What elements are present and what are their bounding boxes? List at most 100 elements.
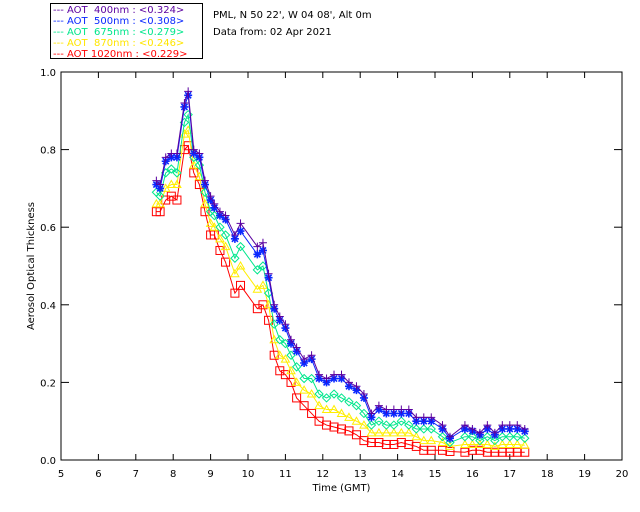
triangle-marker — [314, 400, 324, 410]
legend-mean: <0.229> — [142, 49, 188, 60]
triangle-marker — [291, 377, 302, 386]
plus-marker — [215, 207, 224, 216]
legend-separator: : — [132, 49, 143, 60]
diamond-marker — [460, 432, 470, 442]
legend-label: AOT 1020nm — [67, 49, 133, 60]
square-marker — [505, 447, 515, 457]
plus-marker — [404, 405, 413, 414]
x-axis-label: Time (GMT) — [312, 483, 371, 494]
square-marker — [280, 370, 290, 380]
diamond-marker — [172, 168, 182, 178]
triangle-marker — [512, 439, 523, 448]
plus-marker — [230, 230, 239, 239]
series-line — [156, 95, 525, 439]
plus-marker — [330, 370, 339, 379]
diamond-marker — [426, 424, 436, 434]
square-marker — [155, 207, 165, 217]
plus-marker — [281, 320, 290, 329]
diamond-marker — [374, 416, 384, 426]
plus-marker — [322, 374, 331, 383]
x-tick-label: 8 — [170, 469, 176, 480]
diamond-marker — [351, 400, 362, 411]
site-info: PML, N 50 22', W 04 08', Alt 0m Data fro… — [213, 7, 372, 41]
series-line — [156, 129, 525, 447]
diamond-marker — [252, 265, 263, 275]
square-marker — [337, 424, 346, 434]
plus-marker — [337, 370, 346, 379]
square-marker — [460, 447, 470, 457]
plus-marker — [200, 176, 209, 185]
x-tick-label: 5 — [58, 469, 64, 480]
x-tick-label: 20 — [616, 469, 629, 480]
square-marker — [381, 439, 391, 449]
square-marker — [490, 447, 500, 457]
diamond-marker — [404, 420, 414, 430]
square-marker — [419, 445, 429, 455]
series-line — [156, 91, 525, 438]
plus-marker — [359, 390, 368, 399]
diamond-marker — [280, 338, 291, 349]
x-tick-label: 12 — [316, 469, 329, 480]
plus-marker — [427, 413, 436, 422]
y-tick-label: 0.8 — [40, 146, 56, 157]
square-marker — [269, 350, 279, 360]
triangle-marker — [274, 350, 285, 359]
diamond-marker — [275, 335, 285, 345]
diamond-marker — [411, 424, 422, 434]
legend-mean: <0.308> — [138, 16, 185, 27]
legend-line-swatch: --- — [53, 5, 68, 16]
plus-marker — [490, 428, 499, 437]
plus-marker — [161, 153, 170, 162]
plus-marker — [206, 192, 215, 201]
legend-line-swatch: --- — [53, 16, 68, 27]
diamond-marker — [396, 416, 407, 426]
square-marker — [264, 315, 274, 325]
date-text: Data from: 02 Apr 2021 — [213, 27, 332, 38]
x-tick-label: 13 — [354, 469, 367, 480]
plot-frame — [60, 71, 623, 461]
diamond-marker — [482, 432, 493, 442]
diamond-marker — [467, 432, 478, 442]
diamond-marker — [209, 210, 220, 221]
diamond-marker — [381, 420, 392, 430]
legend-entry: --- AOT 675nm : <0.279> — [53, 27, 202, 38]
diamond-marker — [183, 109, 193, 120]
x-tick-label: 15 — [429, 469, 442, 480]
legend-mean: <0.279> — [138, 27, 185, 38]
triangle-marker — [418, 435, 429, 445]
square-marker — [292, 393, 302, 403]
triangle-marker — [299, 385, 309, 394]
plus-marker — [505, 421, 514, 430]
diamond-marker — [306, 373, 317, 384]
triangle-marker — [220, 241, 231, 251]
x-tick-label: 14 — [391, 469, 404, 480]
triangle-marker — [403, 427, 414, 437]
diamond-marker — [329, 389, 339, 399]
plus-marker — [468, 424, 477, 433]
diamond-marker — [215, 222, 225, 232]
diamond-marker — [389, 420, 399, 430]
y-tick-label: 0.2 — [40, 378, 56, 389]
plus-marker — [221, 211, 230, 220]
plus-marker — [382, 405, 391, 414]
series-aot-1020nm — [151, 141, 530, 457]
diamond-marker — [299, 373, 309, 384]
triangle-marker — [166, 179, 177, 189]
legend-separator: : — [129, 38, 139, 49]
plus-marker — [292, 343, 301, 352]
square-marker — [322, 420, 332, 430]
series-line — [156, 112, 525, 444]
asterisk-marker — [236, 227, 245, 236]
square-marker — [359, 436, 369, 446]
legend-line-swatch: --- — [53, 38, 68, 49]
square-marker — [497, 447, 507, 457]
x-tick-label: 10 — [242, 469, 255, 480]
x-tick-label: 6 — [95, 469, 101, 480]
square-marker — [467, 445, 477, 455]
triangle-marker — [381, 427, 392, 437]
legend-entry: --- AOT 400nm : <0.324> — [53, 5, 202, 16]
x-tick-label: 19 — [578, 469, 591, 480]
legend-line-swatch: --- — [53, 27, 68, 38]
legend-label: AOT 500nm — [67, 16, 130, 27]
plus-marker — [475, 428, 484, 437]
